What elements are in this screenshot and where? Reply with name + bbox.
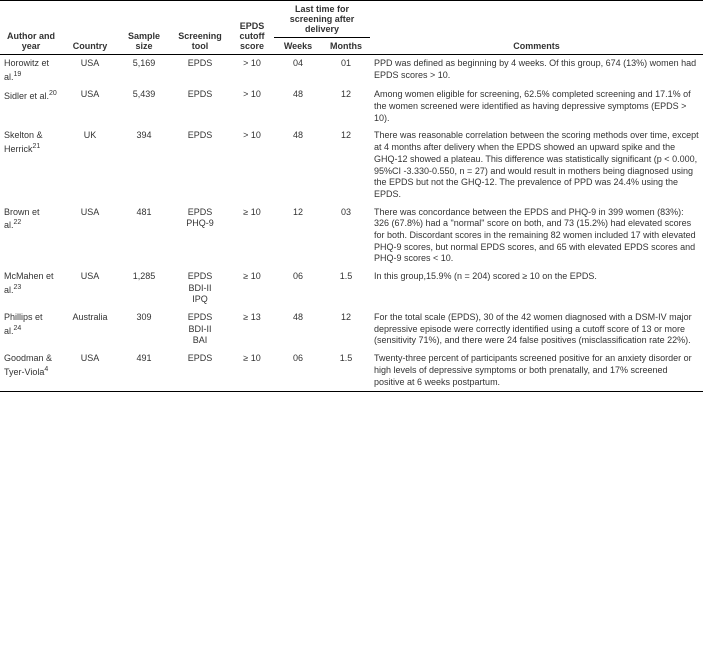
cell-months: 12 xyxy=(322,309,370,350)
cell-weeks: 48 xyxy=(274,127,322,203)
cell-sample: 309 xyxy=(118,309,170,350)
table-row: Skelton & Herrick21UK394EPDS> 104812Ther… xyxy=(0,127,703,203)
cell-country: Australia xyxy=(62,309,118,350)
cell-months: 12 xyxy=(322,86,370,127)
cell-comments: Among women eligible for screening, 62.5… xyxy=(370,86,703,127)
cell-months: 1.5 xyxy=(322,350,370,392)
cell-sample: 491 xyxy=(118,350,170,392)
table-body: Horowitz et al.19USA5,169EPDS> 100401PPD… xyxy=(0,55,703,392)
cell-author: Goodman & Tyer-Viola4 xyxy=(0,350,62,392)
cell-tool: EPDS xyxy=(170,86,230,127)
cell-cutoff: > 10 xyxy=(230,86,274,127)
col-months: Months xyxy=(322,38,370,55)
studies-table: Author and year Country Sample size Scre… xyxy=(0,0,703,392)
cell-author: Sidler et al.20 xyxy=(0,86,62,127)
cell-cutoff: > 10 xyxy=(230,127,274,203)
cell-tool: EPDS xyxy=(170,350,230,392)
cell-sample: 394 xyxy=(118,127,170,203)
col-country: Country xyxy=(62,1,118,55)
cell-comments: In this group,15.9% (n = 204) scored ≥ 1… xyxy=(370,268,703,309)
cell-weeks: 48 xyxy=(274,309,322,350)
author-ref: 24 xyxy=(14,325,22,332)
cell-tool: EPDSBDI-IIIPQ xyxy=(170,268,230,309)
cell-country: USA xyxy=(62,55,118,87)
author-ref: 20 xyxy=(49,90,57,97)
cell-country: USA xyxy=(62,86,118,127)
cell-sample: 1,285 xyxy=(118,268,170,309)
table-row: Sidler et al.20USA5,439EPDS> 104812Among… xyxy=(0,86,703,127)
cell-comments: For the total scale (EPDS), 30 of the 42… xyxy=(370,309,703,350)
cell-tool: EPDSPHQ-9 xyxy=(170,204,230,268)
cell-weeks: 06 xyxy=(274,350,322,392)
cell-weeks: 06 xyxy=(274,268,322,309)
author-text: McMahen et al. xyxy=(4,271,54,295)
cell-country: UK xyxy=(62,127,118,203)
table-header: Author and year Country Sample size Scre… xyxy=(0,1,703,55)
cell-weeks: 12 xyxy=(274,204,322,268)
table-row: Brown et al.22USA481EPDSPHQ-9≥ 101203The… xyxy=(0,204,703,268)
cell-months: 01 xyxy=(322,55,370,87)
table-row: McMahen et al.23USA1,285EPDSBDI-IIIPQ≥ 1… xyxy=(0,268,703,309)
author-text: Phillips et al. xyxy=(4,312,43,336)
cell-comments: Twenty-three percent of participants scr… xyxy=(370,350,703,392)
cell-comments: There was reasonable correlation between… xyxy=(370,127,703,203)
cell-cutoff: ≥ 10 xyxy=(230,268,274,309)
col-tool: Screening tool xyxy=(170,1,230,55)
cell-sample: 5,439 xyxy=(118,86,170,127)
cell-weeks: 48 xyxy=(274,86,322,127)
col-weeks: Weeks xyxy=(274,38,322,55)
cell-tool: EPDSBDI-IIBAI xyxy=(170,309,230,350)
table-row: Phillips et al.24Australia309EPDSBDI-IIB… xyxy=(0,309,703,350)
author-ref: 4 xyxy=(44,366,48,373)
cell-tool: EPDS xyxy=(170,55,230,87)
col-author: Author and year xyxy=(0,1,62,55)
table-row: Horowitz et al.19USA5,169EPDS> 100401PPD… xyxy=(0,55,703,87)
cell-author: Brown et al.22 xyxy=(0,204,62,268)
cell-country: USA xyxy=(62,204,118,268)
author-ref: 22 xyxy=(14,219,22,226)
cell-sample: 481 xyxy=(118,204,170,268)
cell-country: USA xyxy=(62,350,118,392)
cell-cutoff: ≥ 10 xyxy=(230,350,274,392)
cell-sample: 5,169 xyxy=(118,55,170,87)
author-text: Brown et al. xyxy=(4,207,40,231)
table-row: Goodman & Tyer-Viola4USA491EPDS≥ 10061.5… xyxy=(0,350,703,392)
cell-comments: There was concordance between the EPDS a… xyxy=(370,204,703,268)
cell-author: Skelton & Herrick21 xyxy=(0,127,62,203)
author-text: Sidler et al. xyxy=(4,91,49,101)
cell-cutoff: ≥ 13 xyxy=(230,309,274,350)
cell-tool: EPDS xyxy=(170,127,230,203)
cell-cutoff: > 10 xyxy=(230,55,274,87)
cell-author: Phillips et al.24 xyxy=(0,309,62,350)
cell-months: 12 xyxy=(322,127,370,203)
cell-comments: PPD was defined as beginning by 4 weeks.… xyxy=(370,55,703,87)
col-lastgroup: Last time for screening after delivery xyxy=(274,1,370,38)
col-comments: Comments xyxy=(370,1,703,55)
cell-weeks: 04 xyxy=(274,55,322,87)
cell-cutoff: ≥ 10 xyxy=(230,204,274,268)
author-text: Horowitz et al. xyxy=(4,58,49,82)
col-sample: Sample size xyxy=(118,1,170,55)
cell-author: McMahen et al.23 xyxy=(0,268,62,309)
cell-months: 1.5 xyxy=(322,268,370,309)
author-ref: 23 xyxy=(14,284,22,291)
cell-country: USA xyxy=(62,268,118,309)
author-ref: 21 xyxy=(33,143,41,150)
col-cutoff: EPDS cutoff score xyxy=(230,1,274,55)
cell-months: 03 xyxy=(322,204,370,268)
author-ref: 19 xyxy=(14,71,22,78)
cell-author: Horowitz et al.19 xyxy=(0,55,62,87)
